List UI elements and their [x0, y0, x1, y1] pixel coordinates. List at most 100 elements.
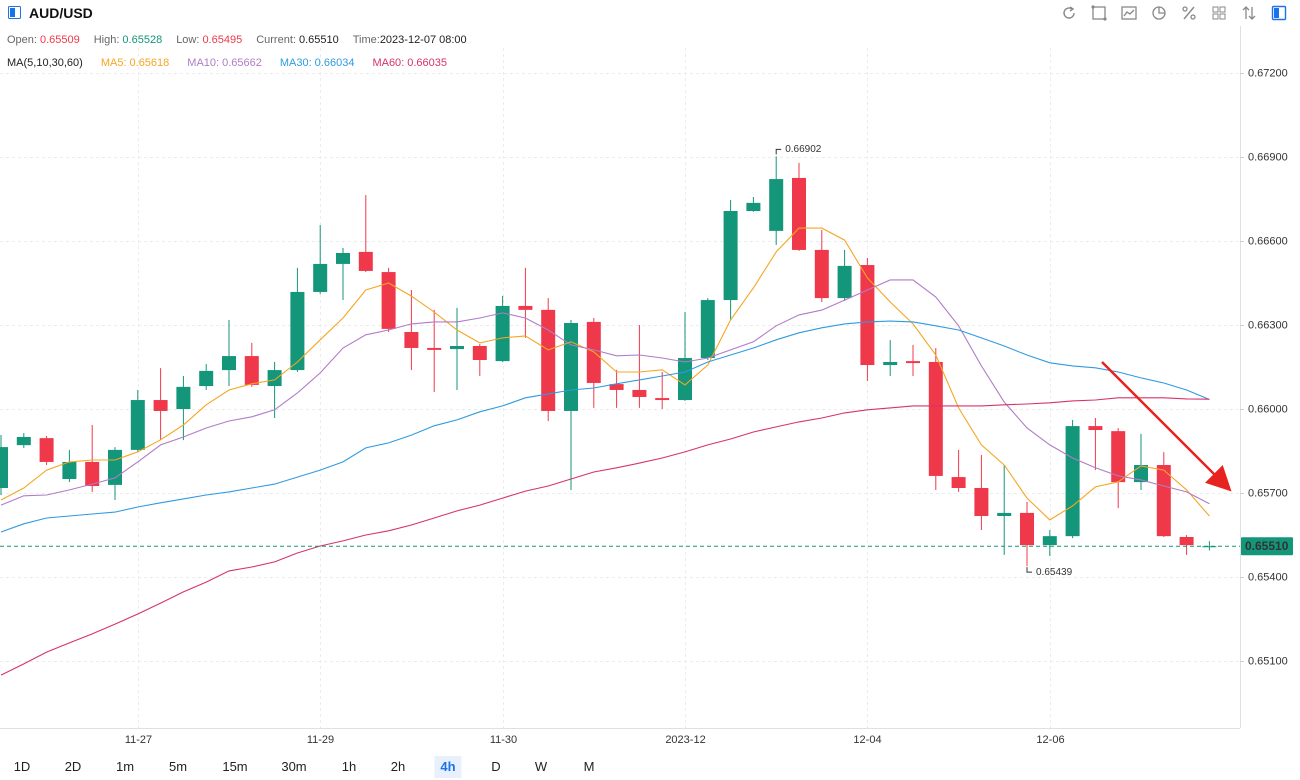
candle-body	[222, 356, 236, 371]
candle	[290, 267, 305, 373]
candle-body	[814, 249, 829, 299]
info-open: Open: 0.65509	[7, 34, 80, 46]
value: 0.65528	[122, 34, 163, 46]
candle	[16, 433, 31, 448]
candle	[700, 298, 715, 360]
timeframe-button[interactable]: 2h	[390, 759, 406, 774]
x-tick-label: 2023-12	[665, 734, 705, 746]
value: 0.65495	[202, 34, 243, 46]
value: 0.65509	[39, 34, 80, 46]
candle-body	[381, 272, 396, 329]
timeframe-button[interactable]: 5m	[168, 759, 188, 774]
candle-body	[1065, 426, 1080, 537]
ma-name: MA10	[187, 57, 219, 69]
low-label: 0.65439	[1036, 567, 1073, 578]
candle-body	[746, 202, 761, 211]
ma-line	[0, 397, 1210, 676]
ma-name: MA30	[280, 57, 312, 69]
candle-body	[472, 345, 487, 360]
timeframe-button[interactable]: 2D	[64, 759, 82, 774]
label: Low:	[176, 34, 200, 46]
timeframe-button[interactable]: M	[583, 759, 595, 774]
candle-body	[313, 263, 328, 292]
x-tick-label: 11-27	[125, 734, 152, 746]
panel-button[interactable]	[1270, 4, 1288, 22]
ma-name: MA60	[372, 57, 404, 69]
y-tick-label: 0.66300	[1248, 319, 1288, 331]
ma-legend-item: MA50.65618	[101, 57, 169, 69]
candle	[199, 363, 214, 390]
ma-value: 0.65618	[129, 57, 170, 69]
candle	[974, 454, 989, 530]
label: High:	[93, 34, 120, 46]
trend-arrow	[1101, 361, 1232, 492]
candle	[951, 449, 966, 492]
candle-body	[336, 253, 350, 264]
timeframe-button[interactable]: 1m	[115, 759, 135, 774]
draw-button[interactable]	[1090, 4, 1108, 22]
top-bar: AUD/USD	[0, 0, 1300, 26]
label: Current:	[256, 34, 296, 46]
candle	[1134, 433, 1148, 490]
y-tick-label: 0.66600	[1248, 235, 1288, 247]
label: Time:	[352, 34, 380, 46]
candle	[518, 267, 533, 338]
candle-body	[290, 291, 305, 371]
candle	[1111, 428, 1126, 509]
ma-line	[0, 320, 1210, 533]
candle-body	[495, 305, 510, 362]
x-tick-label: 12-06	[1036, 734, 1064, 746]
candle	[62, 449, 77, 483]
candle-body	[176, 386, 191, 410]
candle-body	[632, 389, 647, 397]
high-marker	[775, 148, 782, 155]
ma-name: MA5	[101, 57, 127, 69]
candle	[814, 230, 829, 303]
candle-body	[1042, 536, 1057, 546]
candle	[1202, 541, 1217, 551]
pie-button[interactable]	[1150, 4, 1168, 22]
candle-body	[1088, 426, 1103, 431]
timeframe-button[interactable]: 30m	[281, 759, 307, 774]
candle-body	[723, 210, 738, 301]
candle	[564, 319, 578, 490]
candle-body	[655, 398, 670, 401]
low-marker	[1026, 567, 1032, 573]
ohlc-info: Open: 0.65509 High: 0.65528 Low: 0.65495 Cu…	[7, 34, 481, 46]
layout-button[interactable]	[1210, 4, 1228, 22]
candle	[837, 249, 852, 301]
value: 2023-12-07 08:00	[379, 34, 467, 46]
compare-button[interactable]	[1240, 4, 1258, 22]
candle	[609, 370, 624, 408]
candle	[130, 389, 145, 453]
chart-type-button[interactable]	[1120, 4, 1138, 22]
timeframe-button[interactable]: D	[491, 759, 501, 774]
percent-button[interactable]	[1180, 4, 1198, 22]
timeframe-button[interactable]: 4h	[434, 756, 462, 778]
candle	[769, 156, 784, 245]
candle	[176, 375, 191, 441]
ma-line	[0, 227, 1210, 521]
timeframe-button[interactable]: W	[534, 759, 548, 774]
label: Open:	[7, 34, 37, 46]
current-price-label: 0.65510	[1245, 539, 1289, 553]
candle-body	[62, 461, 77, 480]
candle-body	[1134, 465, 1148, 483]
candle	[39, 435, 54, 466]
candle-body	[906, 361, 920, 364]
timeframe-button[interactable]: 1D	[13, 759, 31, 774]
candle	[928, 347, 943, 490]
candle-body	[518, 305, 533, 310]
refresh-button[interactable]	[1060, 4, 1078, 22]
candle	[586, 317, 601, 408]
symbol-icon	[8, 6, 21, 19]
timeframe-button[interactable]: 15m	[222, 759, 248, 774]
y-tick-label: 0.67200	[1248, 67, 1288, 79]
current-price-tag	[1241, 537, 1293, 556]
timeframe-button[interactable]: 1h	[341, 759, 357, 774]
candle	[1042, 529, 1057, 557]
candle	[153, 368, 168, 441]
candle	[0, 435, 8, 495]
